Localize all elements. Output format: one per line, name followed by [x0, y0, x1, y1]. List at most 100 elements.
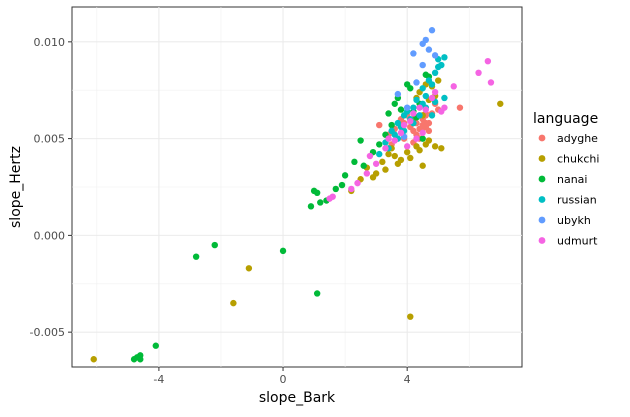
data-point-nanai: [152, 342, 159, 349]
data-point-udmurt: [329, 193, 336, 200]
data-point-russian: [413, 96, 420, 104]
legend-title: language: [533, 111, 598, 127]
data-point-udmurt: [419, 129, 426, 137]
data-point-nanai: [313, 189, 321, 197]
legend: language adyghe chukchi nanai russian ubykh u…: [533, 111, 599, 248]
data-point-udmurt: [475, 69, 482, 77]
data-point-nanai: [391, 100, 398, 107]
data-point-nanai: [313, 290, 321, 297]
data-point-udmurt: [487, 79, 495, 86]
legend-label-chukchi: chukchi: [557, 153, 599, 166]
data-point-chukchi: [245, 265, 253, 272]
data-point-chukchi: [230, 299, 237, 307]
data-point-chukchi: [372, 170, 380, 177]
x-tick-label: 0: [280, 373, 287, 386]
y-tick-label: -0.005: [30, 326, 65, 339]
data-point-chukchi: [407, 313, 414, 320]
data-point-nanai: [357, 137, 364, 144]
data-point-adyghe: [376, 121, 383, 129]
data-point-nanai: [192, 253, 200, 260]
data-point-udmurt: [366, 152, 374, 160]
legend-key-adyghe: [538, 134, 546, 142]
data-point-chukchi: [416, 147, 423, 154]
data-point-chukchi: [425, 137, 433, 144]
data-point-chukchi: [431, 143, 439, 150]
data-point-udmurt: [410, 110, 417, 117]
data-point-chukchi: [435, 77, 442, 84]
data-point-chukchi: [403, 148, 411, 156]
axes: -4 0 4 -0.005 0.000 0.005 0.010: [30, 36, 411, 386]
data-point-udmurt: [354, 179, 361, 187]
data-point-ubykh: [410, 50, 417, 57]
data-point-nanai: [385, 110, 392, 117]
data-point-udmurt: [363, 170, 371, 177]
y-axis-label: slope_Hertz: [8, 146, 24, 228]
data-point-nanai: [397, 106, 405, 113]
data-point-chukchi: [90, 356, 97, 363]
legend-key-nanai: [538, 175, 546, 183]
data-points: [90, 27, 504, 363]
data-point-russian: [428, 81, 436, 88]
y-tick-label: 0.010: [34, 36, 66, 49]
data-point-chukchi: [379, 158, 386, 166]
data-point-chukchi: [419, 162, 426, 169]
data-point-ubykh: [428, 27, 436, 34]
data-point-udmurt: [400, 121, 408, 129]
data-point-udmurt: [391, 137, 398, 144]
data-point-nanai: [351, 158, 358, 166]
data-point-udmurt: [413, 135, 420, 142]
data-point-udmurt: [484, 57, 492, 65]
data-point-udmurt: [416, 104, 423, 111]
data-point-udmurt: [450, 83, 457, 90]
data-point-ubykh: [394, 90, 402, 98]
legend-label-nanai: nanai: [557, 173, 587, 186]
data-point-adyghe: [422, 119, 429, 127]
legend-key-udmurt: [538, 237, 546, 244]
data-point-udmurt: [348, 185, 355, 193]
data-point-russian: [431, 69, 439, 77]
data-point-udmurt: [407, 117, 414, 125]
data-point-chukchi: [391, 152, 398, 160]
legend-key-russian: [538, 196, 546, 203]
data-point-udmurt: [431, 88, 439, 96]
legend-key-ubykh: [538, 216, 546, 224]
data-point-adyghe: [425, 127, 433, 135]
data-point-nanai: [360, 162, 367, 169]
data-point-nanai: [338, 181, 346, 189]
legend-label-russian: russian: [557, 194, 597, 207]
data-point-russian: [416, 112, 423, 119]
data-point-ubykh: [425, 46, 433, 53]
legend-label-udmurt: udmurt: [557, 235, 598, 248]
data-point-udmurt: [385, 135, 392, 142]
legend-key-chukchi: [538, 155, 546, 162]
data-point-russian: [388, 127, 395, 135]
y-tick-label: 0.000: [34, 229, 66, 242]
data-point-russian: [422, 92, 429, 100]
data-point-udmurt: [397, 129, 405, 137]
data-point-chukchi: [385, 150, 392, 158]
data-point-nanai: [317, 199, 324, 206]
data-point-udmurt: [422, 106, 429, 113]
data-point-ubykh: [431, 52, 439, 59]
data-point-nanai: [307, 203, 315, 210]
data-point-udmurt: [382, 145, 389, 152]
data-point-nanai: [388, 121, 395, 129]
data-point-russian: [441, 94, 448, 102]
legend-label-ubykh: ubykh: [557, 214, 591, 227]
data-point-russian: [410, 104, 417, 111]
grid-lines: [72, 7, 522, 367]
data-point-chukchi: [394, 160, 402, 167]
data-point-udmurt: [372, 160, 380, 167]
data-point-nanai: [419, 135, 426, 142]
data-point-chukchi: [497, 100, 504, 107]
data-point-adyghe: [456, 104, 464, 111]
x-tick-label: 4: [404, 373, 411, 386]
data-point-ubykh: [419, 61, 426, 69]
x-tick-label: -4: [153, 373, 164, 386]
x-axis-label: slope_Bark: [259, 390, 336, 406]
data-point-nanai: [341, 172, 349, 179]
data-point-chukchi: [438, 145, 445, 152]
data-point-russian: [376, 150, 383, 158]
